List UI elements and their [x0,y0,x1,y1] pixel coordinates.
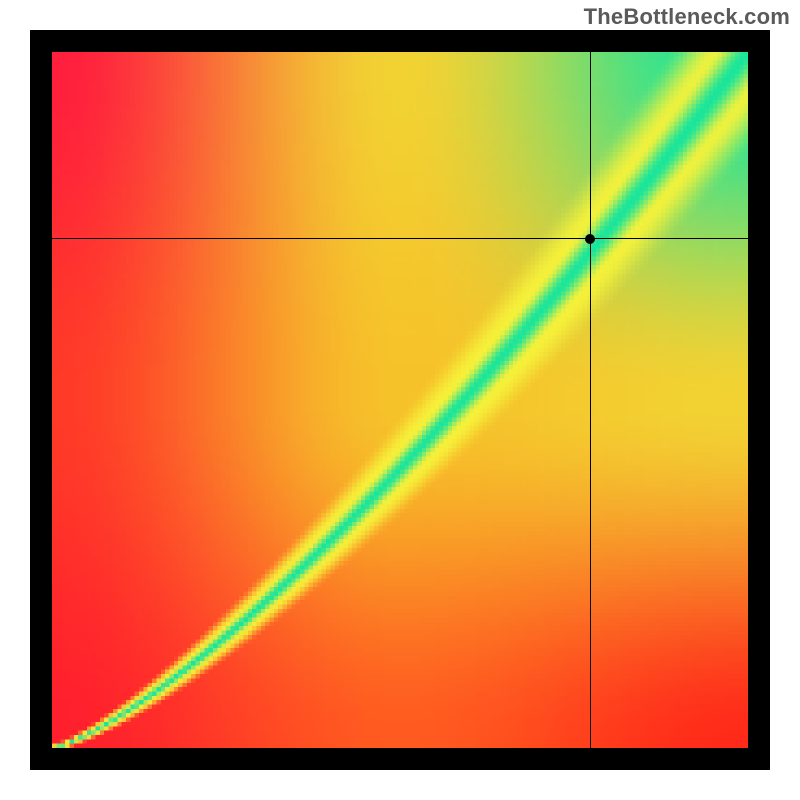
crosshair-horizontal [52,238,748,239]
crosshair-marker-dot [585,234,595,244]
crosshair-vertical [590,52,591,748]
plot-frame [30,30,770,770]
watermark-text: TheBottleneck.com [584,4,790,30]
chart-container: TheBottleneck.com [0,0,800,800]
bottleneck-heatmap [52,52,748,748]
